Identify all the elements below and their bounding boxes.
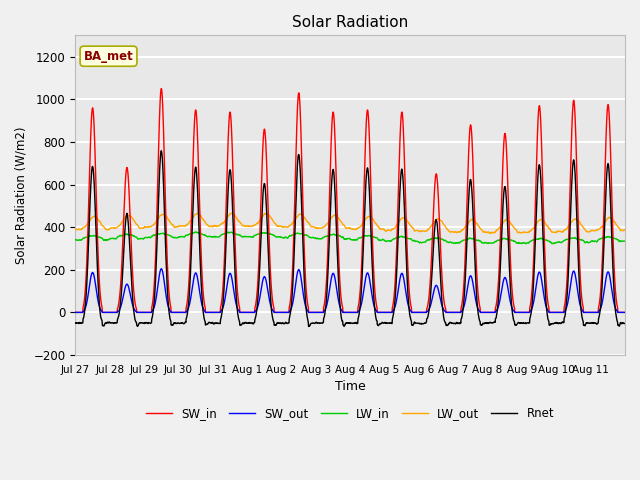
SW_in [621,310,629,315]
LW_in [383,238,391,244]
LW_out [547,228,555,234]
Line: LW_in: LW_in [76,232,625,244]
LW_out [127,213,134,219]
SW_out [383,310,391,315]
SW_out [72,310,79,315]
SW_out [621,310,629,315]
Line: SW_out: SW_out [76,269,625,312]
LW_in [516,240,524,246]
SW_out [547,310,555,315]
LW_in [614,237,621,243]
LW_out [383,228,391,233]
Y-axis label: Solar Radiation (W/m2): Solar Radiation (W/m2) [15,126,28,264]
Legend: SW_in, SW_out, LW_in, LW_out, Rnet: SW_in, SW_out, LW_in, LW_out, Rnet [141,402,559,425]
Rnet [614,319,621,325]
Rnet [384,321,392,326]
Rnet [245,320,253,325]
Rnet [72,320,79,326]
SW_in [516,310,524,315]
LW_out [245,223,253,229]
X-axis label: Time: Time [335,380,365,393]
LW_in [547,240,555,245]
SW_in [245,310,253,315]
SW_in [614,304,621,310]
LW_out [621,228,629,233]
Rnet [621,321,629,326]
LW_in [72,237,79,242]
Title: Solar Radiation: Solar Radiation [292,15,408,30]
SW_in [547,310,555,315]
SW_out [516,310,524,315]
Rnet [516,320,524,326]
Rnet [127,255,134,261]
LW_out [516,230,524,236]
LW_out [614,223,621,229]
LW_out [486,230,494,236]
Rnet [157,148,165,154]
SW_in [157,86,165,92]
LW_out [228,210,236,216]
SW_out [127,292,134,298]
LW_in [127,232,134,238]
LW_in [192,229,200,235]
Line: Rnet: Rnet [76,151,625,326]
Rnet [305,324,312,329]
SW_in [127,218,134,224]
SW_out [157,266,165,272]
Text: BA_met: BA_met [84,50,133,63]
SW_in [72,310,79,315]
Line: LW_out: LW_out [76,213,625,233]
SW_out [614,309,621,314]
LW_in [621,239,629,244]
Line: SW_in: SW_in [76,89,625,312]
LW_out [72,226,79,232]
SW_in [383,310,391,315]
Rnet [547,321,555,326]
SW_out [245,310,253,315]
LW_in [245,234,253,240]
LW_in [522,241,530,247]
